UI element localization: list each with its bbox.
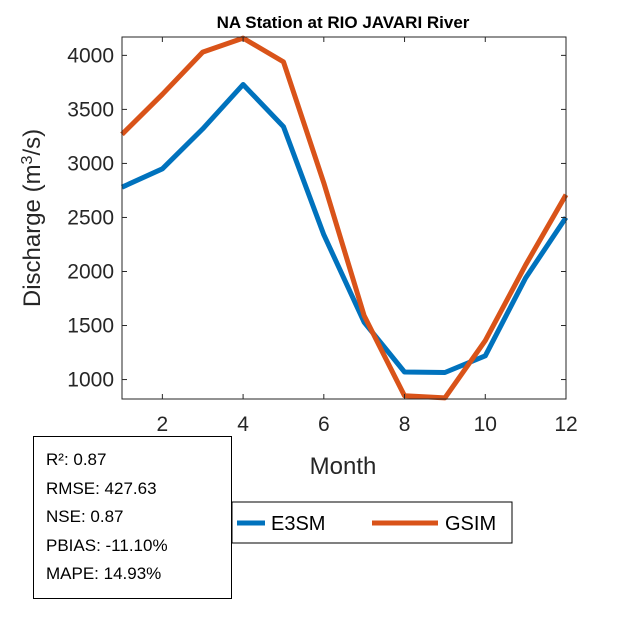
y-tick-label: 2500 [67, 206, 114, 229]
stat-rmse: RMSE: 427.63 [46, 478, 157, 498]
stat-pbias: PBIAS: -11.10% [46, 535, 168, 555]
stat-nse: NSE: 0.87 [46, 507, 124, 526]
y-tick-label: 3000 [67, 152, 114, 175]
stat-r2: R²: 0.87 [46, 450, 107, 469]
y-axis-label: Discharge (m3/s) [19, 129, 47, 307]
chart-title: NA Station at RIO JAVARI River [217, 13, 470, 32]
x-tick-label: 4 [237, 413, 249, 436]
y-tick-label: 2000 [67, 260, 114, 283]
stat-mape: MAPE: 14.93% [46, 564, 162, 583]
x-tick-label: 6 [318, 413, 330, 436]
legend: E3SM GSIM [231, 501, 513, 544]
legend-label-gsim: GSIM [445, 513, 496, 535]
x-tick-label: 8 [399, 413, 411, 436]
x-tick-label: 12 [554, 413, 577, 436]
axes-box [121, 36, 567, 400]
legend-label-e3sm: E3SM [271, 513, 325, 535]
x-tick-label: 2 [157, 413, 169, 436]
x-axis-label: Month [310, 453, 377, 480]
stats-box: R²: 0.87 RMSE: 427.63 NSE: 0.87 PBIAS: -… [33, 436, 232, 599]
y-tick-label: 3500 [67, 98, 114, 121]
series-line-gsim [120, 35, 569, 401]
y-tick-label: 1000 [67, 369, 114, 392]
x-tick-label: 10 [474, 413, 497, 436]
y-tick-label: 4000 [67, 44, 114, 67]
y-tick-label: 1500 [67, 315, 114, 338]
plot-area: 2 4 6 8 10 12 1000 1500 2000 2500 3000 3500 4000 [67, 35, 578, 436]
series-line-e3sm [120, 82, 569, 375]
